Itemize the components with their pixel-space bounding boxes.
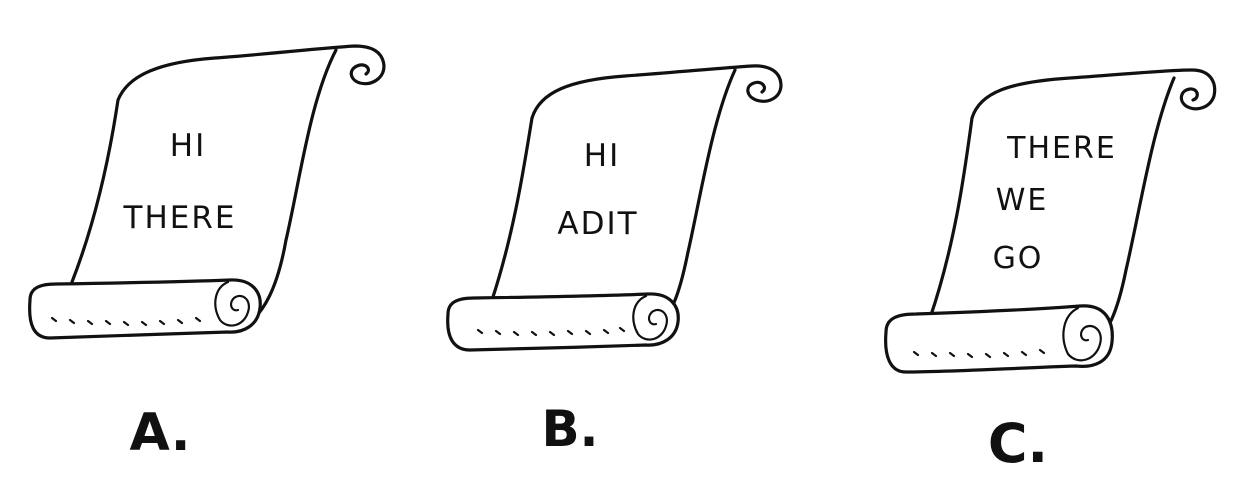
scroll-b-line-1: HI [584, 138, 620, 174]
scroll-a-drawing [28, 44, 386, 340]
scroll-a-caption: A. [130, 403, 191, 463]
scroll-c-caption: C. [988, 412, 1048, 475]
scroll-a-line-2: THERE [123, 200, 237, 236]
scroll-b-caption: B. [541, 400, 598, 458]
scroll-c-line-3: GO [993, 241, 1044, 276]
scroll-b-drawing [446, 64, 783, 352]
scroll-b: HI ADIT B. [446, 64, 783, 458]
scroll-c: THERE WE GO C. [884, 68, 1217, 475]
scroll-c-drawing [884, 68, 1217, 374]
scroll-c-line-1: THERE [1006, 131, 1117, 166]
scroll-a-line-1: HI [170, 128, 206, 164]
scroll-a: HI THERE A. [28, 44, 386, 463]
scroll-b-line-2: ADIT [557, 206, 638, 242]
scroll-c-line-2: WE [996, 183, 1049, 218]
